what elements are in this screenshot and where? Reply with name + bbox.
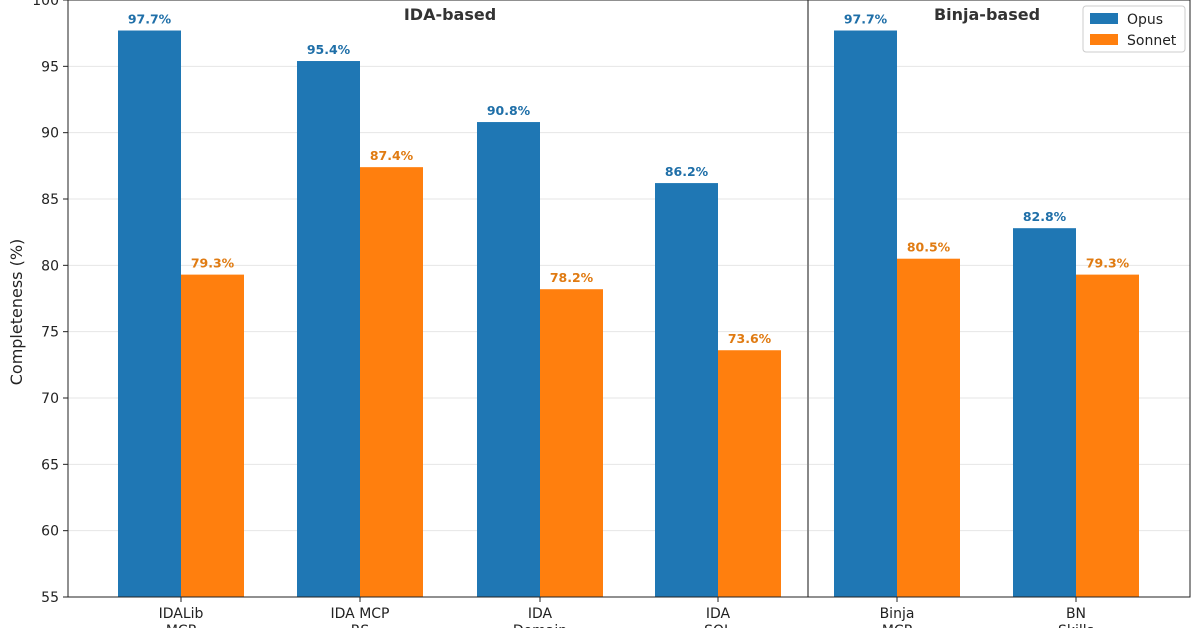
x-tick-label-line: BN — [1066, 606, 1086, 622]
bar-sonnet — [540, 289, 603, 597]
x-tick-label: IDALibMCP — [159, 606, 204, 628]
data-label-opus: 82.8% — [1023, 209, 1067, 224]
x-tick-label-line: Domain — [513, 623, 567, 628]
legend-swatch-sonnet — [1090, 34, 1118, 45]
x-tick-label-line: MCP — [882, 623, 912, 628]
bar-sonnet — [360, 167, 423, 597]
x-tick-label-line: IDA — [528, 606, 553, 622]
labels-layer: 97.7% 95.4% 90.8% 86.2% 97.7% 82.8% 79.3% 87.4%… — [128, 5, 1130, 346]
y-tick-label: 80 — [41, 258, 59, 274]
y-axis-label: Completeness (%) — [7, 239, 26, 386]
x-tick-label: BinjaMCP — [880, 606, 915, 628]
bar-sonnet — [718, 350, 781, 597]
y-tick-label: 90 — [41, 126, 59, 142]
x-tick-label-line: Binja — [880, 606, 915, 622]
bar-opus — [1013, 228, 1076, 598]
legend-entry-opus: Opus — [1127, 12, 1163, 28]
group-label: Binja-based — [934, 5, 1040, 24]
x-tick-label-line: RS — [351, 623, 370, 628]
x-tick-label-line: IDA — [706, 606, 731, 622]
x-tick-label-line: IDALib — [159, 606, 204, 622]
group-label: IDA-based — [404, 5, 496, 24]
data-label-opus: 90.8% — [487, 103, 531, 118]
bar-opus — [118, 30, 181, 598]
data-label-opus: 95.4% — [307, 42, 351, 57]
data-label-opus: 97.7% — [844, 12, 888, 27]
legend-entry-sonnet: Sonnet — [1127, 33, 1177, 49]
bar-sonnet — [897, 258, 960, 597]
legend: Opus Sonnet — [1082, 5, 1186, 53]
y-tick-label: 75 — [41, 325, 59, 341]
legend-swatch-opus — [1090, 13, 1118, 24]
data-label-sonnet: 79.3% — [1086, 256, 1130, 271]
x-tick-label-line: MCP — [166, 623, 196, 628]
bar-opus — [655, 183, 718, 597]
y-tick-label: 55 — [41, 590, 59, 606]
data-label-sonnet: 78.2% — [550, 270, 594, 285]
x-tick-label: BNSkills — [1058, 606, 1094, 628]
data-label-opus: 86.2% — [665, 164, 709, 179]
bar-sonnet — [1076, 274, 1139, 597]
y-tick-label: 60 — [41, 524, 59, 540]
data-label-sonnet: 80.5% — [907, 240, 951, 255]
x-tick-label: IDA MCPRS — [331, 606, 390, 628]
grid-layer — [68, 0, 1190, 598]
x-tick-label-line: SQL — [704, 623, 732, 628]
plot-frame — [67, 0, 1191, 598]
y-tick-label: 65 — [41, 457, 59, 473]
bar-opus — [297, 61, 360, 597]
y-tick-label: 85 — [41, 192, 59, 208]
data-label-sonnet: 79.3% — [191, 256, 235, 271]
y-tick-label: 70 — [41, 391, 59, 407]
data-label-sonnet: 73.6% — [728, 331, 772, 346]
y-tick-label: 100 — [32, 0, 59, 9]
x-tick-label-line: IDA MCP — [331, 606, 390, 622]
y-tick-label: 95 — [41, 59, 59, 75]
bar-sonnet — [181, 274, 244, 597]
data-label-sonnet: 87.4% — [370, 148, 414, 163]
x-tick-label-line: Skills — [1058, 623, 1094, 628]
x-tick-label: IDASQL — [704, 606, 732, 628]
axis-layer: 556065707580859095100IDALibMCPIDA MCPRSI… — [32, 0, 1191, 628]
data-label-opus: 97.7% — [128, 12, 172, 27]
x-tick-label: IDADomain — [513, 606, 567, 628]
bars-layer — [118, 30, 1139, 598]
bar-opus — [477, 122, 540, 597]
bar-opus — [834, 30, 897, 598]
